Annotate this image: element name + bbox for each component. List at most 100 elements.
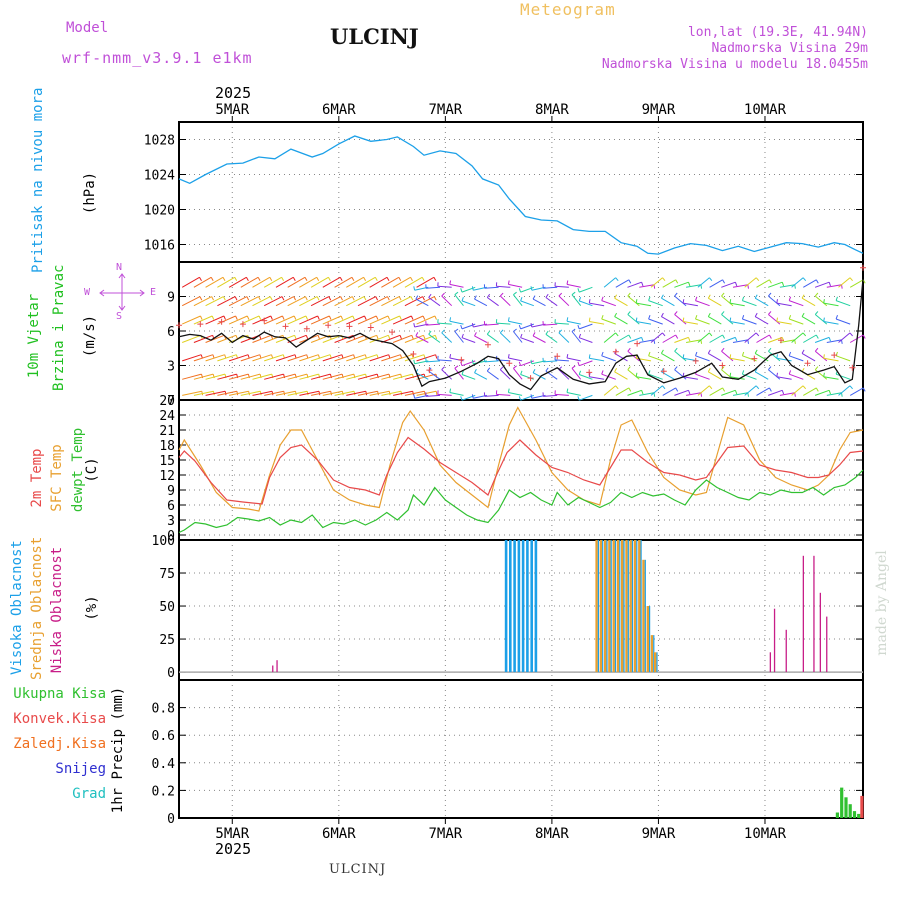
wind-arrow <box>404 390 425 396</box>
wind-feather <box>212 335 215 340</box>
wind-feather <box>421 277 425 282</box>
wind-feather <box>211 315 215 320</box>
wind-feather <box>388 391 391 396</box>
wind-arrow <box>193 390 214 396</box>
wind-feather <box>682 354 685 359</box>
wind-feather <box>364 354 367 359</box>
wind-arrow <box>695 300 710 307</box>
wind-feather <box>628 279 632 284</box>
wind-arrow <box>803 279 817 288</box>
wind-arrow <box>754 352 769 362</box>
y-tick-label: 0.4 <box>152 757 176 772</box>
wind-arrow <box>193 315 213 325</box>
wind-arrow <box>532 298 546 307</box>
cloud-high-bar <box>597 540 599 673</box>
wind-feather <box>363 296 367 301</box>
wind-feather <box>259 391 262 396</box>
wind-feather <box>294 354 297 359</box>
wind-feather <box>329 354 332 359</box>
wind-feather <box>423 391 426 396</box>
wind-arrow <box>729 357 745 362</box>
wind-feather <box>675 387 679 392</box>
wind-feather <box>768 366 772 371</box>
wind-frame <box>178 261 864 401</box>
wind-feather <box>387 335 391 340</box>
wind-arrow <box>776 357 792 362</box>
wind-arrow <box>499 332 511 343</box>
cloud-low-bar <box>769 652 771 673</box>
wind-feather <box>507 353 510 359</box>
cloud-high-bar <box>627 540 629 673</box>
wind-arrow <box>662 279 676 288</box>
wind-arrow <box>369 315 389 325</box>
wind-feather <box>435 373 438 379</box>
wind-feather <box>499 329 504 334</box>
wind-feather <box>648 370 651 375</box>
precipitation-panel: 0 0.2 0.4 0.6 0.8 <box>152 679 864 827</box>
wind-arrow <box>357 334 377 343</box>
wind-feather <box>441 366 445 370</box>
wind-feather <box>635 372 638 377</box>
wind-feather <box>558 366 563 370</box>
wind-arrow <box>484 394 499 397</box>
wind-arrow <box>346 276 364 288</box>
wind-arrow <box>381 276 400 288</box>
wind-arrow <box>721 350 734 362</box>
wind-feather <box>823 354 825 359</box>
wind-arrow <box>252 334 272 343</box>
wind-feather <box>388 354 391 359</box>
wind-feather <box>413 359 416 364</box>
wind-arrow <box>814 336 830 343</box>
wind-arrow <box>473 286 488 291</box>
wind-feather <box>741 351 745 356</box>
wind-feather <box>200 315 203 320</box>
cloud-high-bar <box>631 540 634 673</box>
temperature-frame <box>178 399 864 541</box>
wind-arrow <box>369 373 390 380</box>
wind-feather <box>801 312 805 317</box>
wind-arrow <box>228 276 247 288</box>
y-tick-label: 9 <box>167 484 175 499</box>
wind-arrow <box>275 315 295 325</box>
wind-arrow <box>721 295 734 307</box>
wind-arrow <box>322 373 343 380</box>
wind-feather <box>422 296 425 301</box>
gust-marker <box>346 323 353 330</box>
wind-feather <box>460 361 463 366</box>
wind-arrow <box>252 276 271 288</box>
wind-feather <box>781 337 785 342</box>
wind-feather <box>351 277 355 282</box>
wind-arrow <box>484 323 499 326</box>
wind-arrow <box>708 371 722 380</box>
wind-arrow <box>381 296 400 307</box>
wind-arrow <box>814 295 828 307</box>
wind-feather <box>212 373 215 379</box>
wind-arrow <box>346 334 366 343</box>
wind-arrow <box>487 333 499 343</box>
wind-feather <box>433 296 437 301</box>
wind-feather <box>601 370 604 375</box>
gust-marker <box>849 364 856 371</box>
wind-arrow <box>814 389 830 396</box>
wind-feather <box>802 385 807 390</box>
cloud-mid-bar <box>616 540 620 673</box>
wind-arrow <box>614 316 628 325</box>
precip-total-bar <box>857 813 861 818</box>
wind-arrow <box>496 322 511 325</box>
gust-marker <box>527 375 534 382</box>
wind-feather <box>709 277 713 282</box>
wind-arrow <box>299 390 320 396</box>
wind-arrow <box>334 390 355 396</box>
y-tick-label: 1024 <box>144 169 175 184</box>
wind-feather <box>601 315 604 320</box>
wind-feather <box>615 332 619 337</box>
wind-arrow <box>695 373 710 380</box>
wind-arrow <box>732 392 748 396</box>
wind-feather <box>400 373 403 379</box>
wind-feather <box>530 322 533 328</box>
wind-arrow <box>392 390 413 396</box>
wind-feather <box>788 351 792 356</box>
wind-arrow <box>217 296 236 307</box>
wind-arrow <box>661 316 675 325</box>
wind-feather <box>635 299 638 304</box>
